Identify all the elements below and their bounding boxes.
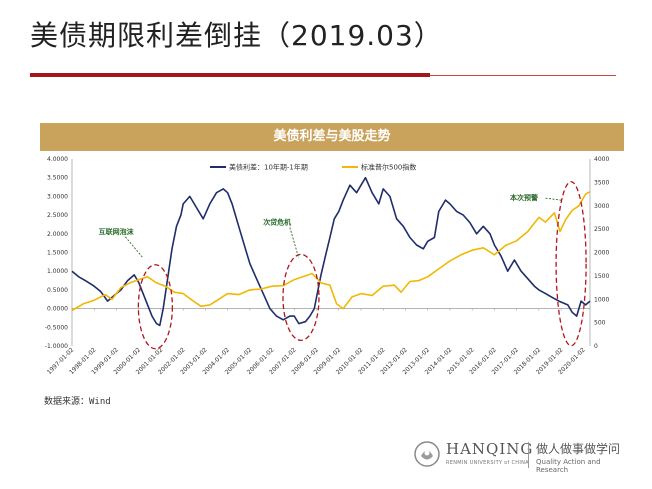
title-underline-thick bbox=[30, 73, 430, 77]
hanqing-logo: HANQING RENMIN UNIVERSITY of CHINA 做人做事做… bbox=[412, 436, 627, 476]
chart-title: 美债利差与美股走势 bbox=[40, 123, 624, 151]
legend-label-sp500: 标准普尔500指数 bbox=[361, 163, 416, 172]
y-left-tick-label: 1.0000 bbox=[47, 268, 68, 275]
y-right-tick-label: 500 bbox=[594, 320, 606, 327]
chart-svg: 4.0000 3.5000 3.0000 2.5000 2.0000 1.5000 1.00… bbox=[45, 156, 610, 376]
annotation-current: 本次预警 bbox=[509, 193, 538, 202]
y-left-tick-label: -0.5000 bbox=[45, 324, 68, 331]
data-source: 数据来源：Wind bbox=[44, 397, 111, 407]
logo-separator bbox=[528, 442, 529, 468]
y-right-tick-label: 3500 bbox=[594, 179, 609, 186]
y-right-tick-label: 1000 bbox=[594, 296, 609, 303]
annotation-subprime: 次贷危机 bbox=[263, 217, 291, 226]
annotation-arrow-current bbox=[545, 197, 562, 201]
spread-series-line bbox=[71, 176, 591, 327]
y-right-tick-label: 0 bbox=[594, 343, 598, 350]
y-left-tick-label: 3.5000 bbox=[47, 175, 68, 182]
annotation-dotcom: 互联网泡沫 bbox=[99, 227, 135, 236]
logo-name: HANQING bbox=[446, 440, 534, 458]
slide-title: 美债期限利差倒挂（2019.03） bbox=[30, 19, 443, 52]
title-underline-thin bbox=[430, 74, 616, 76]
seal-icon bbox=[414, 441, 440, 467]
y-left-tick-label: 1.5000 bbox=[47, 250, 68, 257]
y-right-tick-label: 1500 bbox=[594, 273, 609, 280]
y-left-tick-label: 3.0000 bbox=[47, 193, 68, 200]
logo-slogan-en: Quality Action and Research bbox=[536, 458, 601, 474]
legend-label-spread: 美债利差：10年期-1年期 bbox=[229, 163, 308, 172]
y-left-tick-label: 2.5000 bbox=[47, 212, 68, 219]
logo-university: RENMIN UNIVERSITY of CHINA bbox=[446, 460, 529, 466]
highlight-ellipse-subprime bbox=[282, 253, 320, 342]
y-right-tick-label: 2000 bbox=[594, 250, 609, 257]
chart-panel: 美债利差与美股走势 4.0000 3.5000 3.0000 2.5000 2.0000… bbox=[40, 123, 624, 391]
annotation-arrow-dotcom bbox=[125, 236, 144, 259]
highlight-ellipse-current bbox=[555, 181, 587, 347]
y-left-tick-label: 2.0000 bbox=[47, 231, 68, 238]
logo-slogan: 做人做事做学问 bbox=[536, 442, 621, 456]
sp500-series-line bbox=[71, 190, 591, 312]
y-left-tick-label: 4.0000 bbox=[47, 156, 68, 163]
y-left-tick-label: -1.0000 bbox=[45, 343, 68, 350]
y-left-tick-label: 0.5000 bbox=[47, 287, 68, 294]
annotation-arrow-subprime bbox=[289, 227, 300, 259]
y-right-tick-label: 4000 bbox=[594, 156, 609, 163]
y-left-tick-label: 0.0000 bbox=[47, 306, 68, 313]
y-right-tick-label: 2500 bbox=[594, 226, 609, 233]
y-right-tick-label: 3000 bbox=[594, 203, 609, 210]
highlight-ellipse-dotcom bbox=[137, 264, 174, 350]
